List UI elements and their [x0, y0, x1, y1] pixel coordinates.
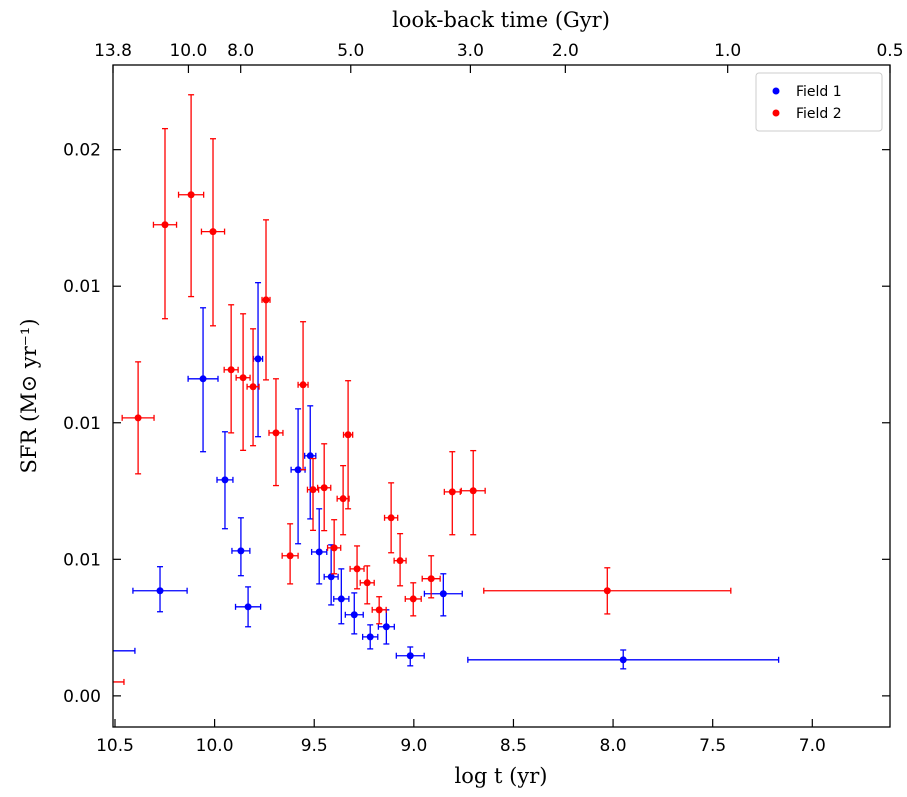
x2-tick-label: 0.5 [876, 41, 903, 61]
legend-box [755, 72, 883, 132]
point [227, 366, 235, 374]
point [237, 547, 245, 555]
point [353, 565, 361, 573]
point [337, 595, 345, 603]
x-tick-label: 9.0 [400, 736, 427, 756]
x-tick-label: 10.5 [96, 736, 134, 756]
x-tick-label: 9.5 [301, 736, 328, 756]
legend-marker [772, 87, 780, 95]
x2-tick-label: 10.0 [169, 41, 207, 61]
point [619, 656, 627, 664]
point [134, 414, 142, 422]
x-tick-label: 10.0 [196, 736, 234, 756]
point [315, 548, 323, 556]
point [262, 296, 270, 304]
point [249, 383, 257, 391]
point [309, 486, 317, 494]
point [406, 652, 414, 660]
point [272, 429, 280, 437]
point [439, 590, 447, 598]
point [161, 221, 169, 229]
point [387, 514, 395, 522]
point [396, 557, 404, 565]
point [344, 431, 352, 439]
point [320, 484, 328, 492]
point [254, 355, 262, 363]
point [448, 488, 456, 496]
y-tick-label: 0.01 [63, 550, 101, 570]
point [244, 603, 252, 611]
point [327, 573, 335, 581]
point [330, 544, 338, 552]
x2-tick-label: 2.0 [552, 41, 579, 61]
point [209, 228, 217, 236]
legend-marker [772, 109, 780, 117]
axes-frame [112, 64, 891, 728]
y-tick-label: 0.01 [63, 414, 101, 434]
point [350, 611, 358, 619]
x2-tick-label: 13.8 [94, 41, 132, 61]
point [294, 466, 302, 474]
x-tick-label: 8.5 [500, 736, 527, 756]
point [409, 595, 417, 603]
y-tick-label: 0.02 [63, 141, 101, 161]
point [363, 579, 371, 587]
point [382, 623, 390, 631]
legend-label: Field 2 [796, 106, 842, 122]
point [187, 191, 195, 199]
point [199, 375, 207, 383]
point [469, 487, 477, 495]
x2-tick-label: 5.0 [337, 41, 364, 61]
x2-tick-label: 8.0 [227, 41, 254, 61]
point [366, 633, 374, 641]
x-axis-label: log t (yr) [455, 764, 548, 788]
point [156, 587, 164, 595]
point [306, 452, 314, 460]
x2-axis-label: look-back time (Gyr) [392, 8, 610, 32]
point [221, 476, 229, 484]
point [286, 552, 294, 560]
point [100, 647, 107, 654]
point [339, 495, 347, 503]
point [603, 587, 611, 595]
plot-area [100, 94, 780, 685]
point [299, 381, 307, 389]
point [427, 575, 435, 583]
x2-tick-label: 3.0 [457, 41, 484, 61]
x-tick-label: 8.0 [600, 736, 627, 756]
point [375, 606, 383, 614]
x-tick-label: 7.0 [799, 736, 826, 756]
x2-tick-label: 1.0 [714, 41, 741, 61]
y-tick-label: 0.01 [63, 277, 101, 297]
y-axis-label: SFR (M⊙ yr⁻¹) [17, 318, 41, 473]
x-tick-label: 7.5 [699, 736, 726, 756]
point [106, 678, 113, 685]
legend-label: Field 1 [796, 84, 842, 100]
y-tick-label: 0.00 [63, 687, 101, 707]
point [239, 374, 247, 382]
